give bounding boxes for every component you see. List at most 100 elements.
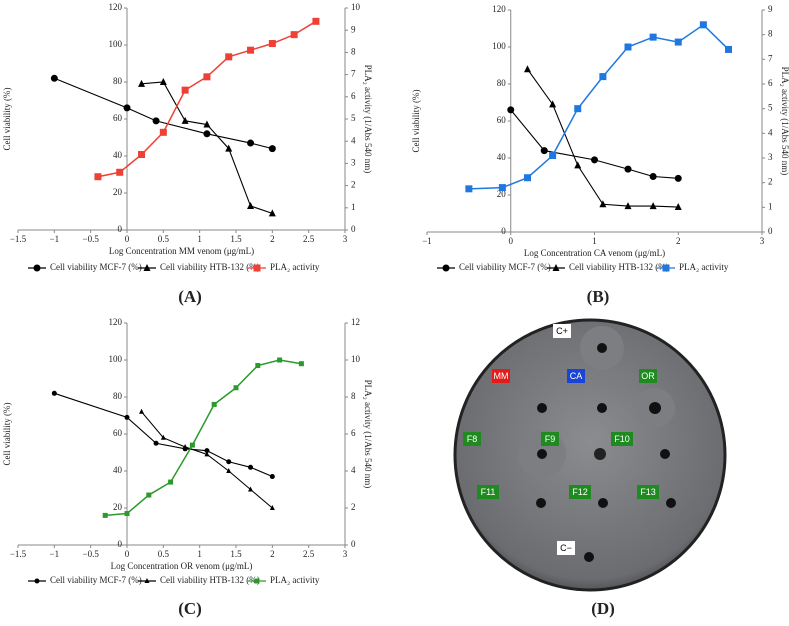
legend-label: Cell viability MCF-7 (%) (459, 262, 551, 272)
y-tick-label: 20 (113, 187, 123, 197)
point (102, 512, 108, 518)
spot-label-bg (492, 369, 510, 383)
x-tick-label: −1 (50, 549, 60, 559)
point (312, 17, 320, 25)
point (226, 459, 232, 465)
legend-label: PLA₂ activity (270, 575, 320, 585)
y-tick-label: 80 (497, 78, 507, 88)
point (182, 443, 188, 449)
series-line (527, 68, 679, 208)
y2-tick-label: 5 (768, 103, 773, 113)
spot-label: C+ (556, 326, 568, 336)
y-tick-label: 40 (113, 465, 123, 475)
x-tick-label: 1 (197, 234, 202, 244)
point (247, 201, 255, 209)
y2-tick-label: 7 (768, 53, 773, 63)
x-tick-label: 3 (343, 549, 348, 559)
spot-label-bg (569, 485, 591, 499)
legend-marker (143, 264, 151, 271)
legend-label: Cell viability MCF-7 (%) (50, 575, 142, 585)
legend-marker (552, 264, 560, 271)
point (268, 145, 276, 153)
y-tick-label: 80 (113, 391, 123, 401)
series-line (97, 20, 317, 178)
point (189, 442, 195, 448)
point (268, 40, 276, 48)
spot-label: OR (641, 371, 655, 381)
y-tick-label: 0 (118, 224, 123, 234)
y2-tick-label: 6 (351, 428, 356, 438)
point (203, 130, 211, 138)
y2-tick-label: 6 (768, 78, 773, 88)
x-tick-label: −1 (50, 234, 60, 244)
point (524, 174, 531, 182)
legend-marker (253, 264, 261, 272)
point (507, 106, 515, 114)
x-tick-label: 1.5 (230, 549, 242, 559)
x-tick-label: 1 (592, 236, 597, 246)
y2-tick-label: 1 (768, 201, 773, 211)
point (524, 65, 531, 73)
y2-tick-label: 9 (768, 4, 773, 14)
y-tick-label: 80 (113, 76, 123, 86)
spot-label: F12 (572, 487, 588, 497)
x-axis-label: Log Concentration OR venom (μg/mL) (111, 561, 253, 571)
legend-label: Cell viability MCF-7 (%) (50, 262, 142, 272)
point (298, 361, 304, 367)
point (181, 116, 189, 124)
y2-tick-label: 2 (768, 177, 773, 187)
y2-axis-label: PLA₂ activity (1/Abs 540 nm) (363, 380, 373, 489)
y2-tick-label: 0 (351, 224, 356, 234)
x-tick-label: 2.5 (303, 234, 315, 244)
point (226, 468, 232, 473)
panel-label: (B) (587, 287, 610, 306)
y-tick-label: 120 (492, 4, 506, 14)
y-tick-label: 60 (497, 115, 507, 125)
y2-tick-label: 0 (351, 539, 356, 549)
legend-label: Cell viability HTB-132 (%) (160, 262, 260, 272)
y2-tick-label: 4 (768, 127, 773, 137)
legend-label: Cell viability HTB-132 (%) (569, 262, 669, 272)
y2-tick-label: 8 (768, 29, 773, 39)
point (203, 73, 211, 81)
x-tick-label: 0 (125, 234, 130, 244)
series-line (468, 23, 730, 190)
y2-tick-label: 0 (768, 226, 773, 236)
point (624, 43, 632, 51)
x-tick-label: 1 (197, 549, 202, 559)
x-tick-label: 0 (509, 236, 514, 246)
y-tick-label: 100 (492, 41, 506, 51)
plate-photo (453, 318, 727, 592)
x-tick-label: −0.5 (83, 549, 100, 559)
spot-label-bg (463, 432, 481, 446)
y-tick-label: 40 (113, 150, 123, 160)
series-line (105, 359, 302, 517)
x-tick-label: 0.5 (158, 234, 170, 244)
point (674, 38, 682, 46)
spot-label-bg (557, 541, 575, 555)
point (549, 152, 557, 160)
spot-label: F10 (614, 434, 630, 444)
point (674, 174, 682, 182)
point (146, 492, 152, 498)
panel-label: (D) (591, 599, 615, 618)
x-tick-label: 2.5 (303, 549, 315, 559)
spot-label-bg (567, 369, 585, 383)
panel-label: (C) (178, 599, 202, 618)
spot-label: MM (494, 371, 509, 381)
point (51, 390, 57, 396)
point (591, 156, 598, 164)
series-line (54, 77, 273, 150)
x-tick-label: 0 (125, 549, 130, 559)
legend-label: Cell viability HTB-132 (%) (160, 575, 260, 585)
point (248, 464, 254, 470)
x-tick-label: 3 (760, 236, 765, 246)
point (233, 385, 239, 391)
series-line (510, 109, 679, 179)
x-tick-label: 1.5 (230, 234, 242, 244)
point (138, 79, 146, 87)
y-tick-label: 120 (109, 317, 123, 327)
point (116, 168, 124, 176)
point (268, 209, 276, 217)
